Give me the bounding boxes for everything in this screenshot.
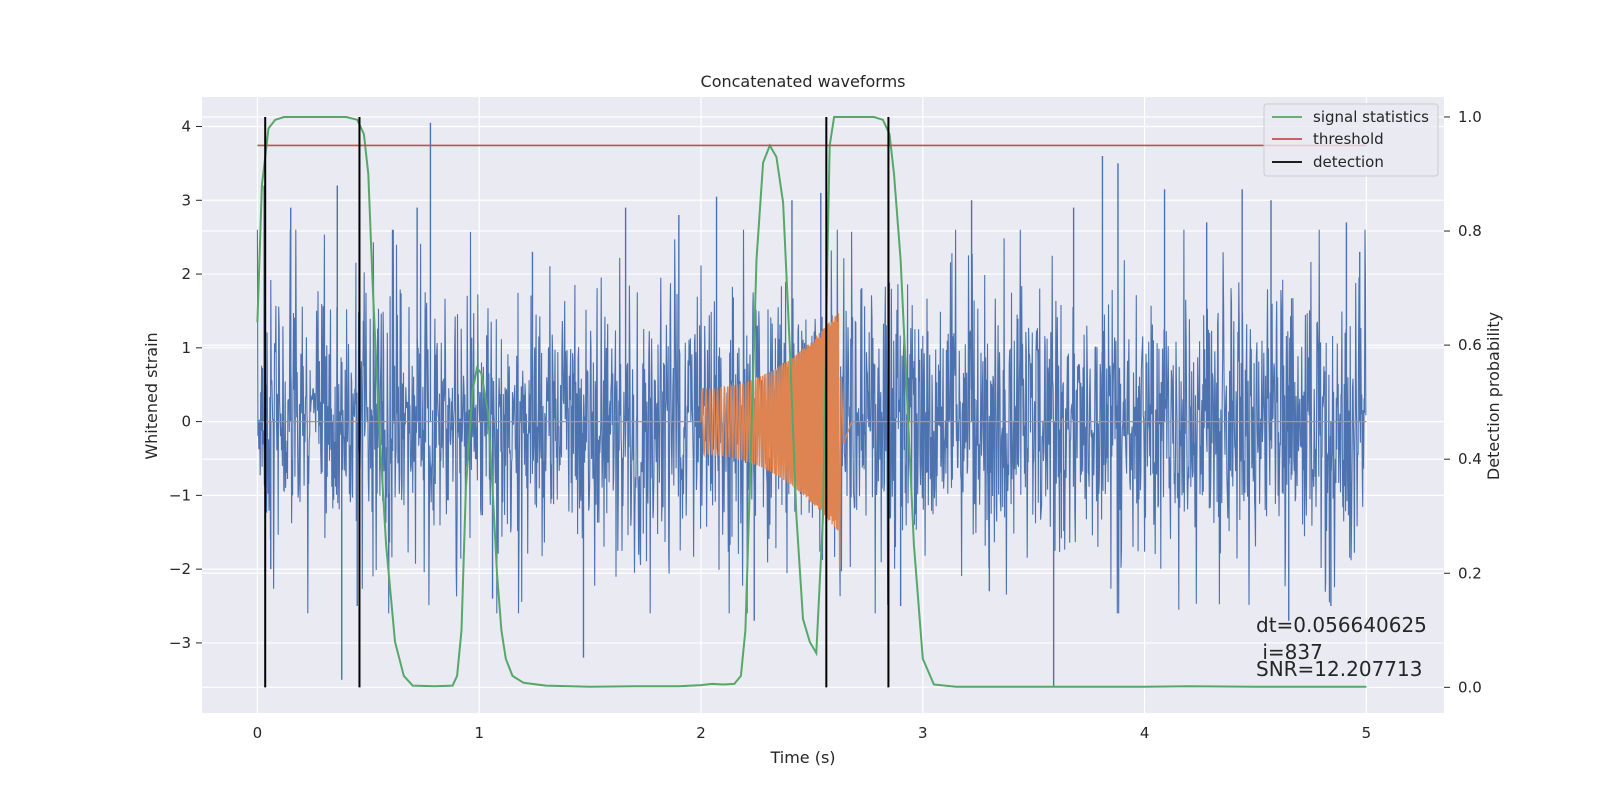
y-tick-label: −3 [169,634,191,652]
x-tick-label: 2 [696,724,706,742]
legend-label-threshold: threshold [1313,130,1384,148]
y-tick-label: 4 [181,118,191,136]
x-tick-label: 3 [918,724,928,742]
data-layer [256,116,1367,688]
annotations: dt=0.056640625 i=837 SNR=12.207713 [1256,613,1427,681]
legend: signal statistics threshold detection [1263,103,1439,177]
annotation-snr: SNR=12.207713 [1256,657,1422,681]
y-tick-label: −1 [169,486,191,504]
y2-tick-label: 0.6 [1458,336,1482,354]
x-tick-label: 0 [253,724,263,742]
ticks: 0 1 2 3 4 5 −3 −2 −1 0 1 2 3 4 0.0 0.2 0.4 0.6 0.8 1.0 [169,108,1482,742]
y2-tick-label: 0.4 [1458,450,1482,468]
x-tick-label: 4 [1140,724,1150,742]
y2-tick-label: 0.0 [1458,678,1482,696]
y-tick-label: −2 [169,560,191,578]
x-axis-label: Time (s) [769,748,835,767]
y2-axis-label: Detection probability [1484,312,1503,480]
legend-box [1263,103,1439,177]
y-tick-label: 1 [181,339,191,357]
y2-tick-label: 0.8 [1458,222,1482,240]
annotation-index: i=837 [1256,640,1323,664]
x-tick-label: 1 [474,724,484,742]
x-tick-label: 5 [1362,724,1372,742]
legend-label-detection: detection [1313,153,1384,171]
chart-title: Concatenated waveforms [701,72,906,91]
injected-signal [257,313,1367,570]
y2-tick-label: 0.2 [1458,564,1482,582]
y-tick-label: 0 [181,413,191,431]
whitened-strain-noise [256,229,1367,614]
signal-statistics-line [256,116,1367,688]
y-tick-label: 3 [181,191,191,209]
y-axis-label: Whitened strain [142,332,161,459]
y-tick-label: 2 [181,265,191,283]
y2-tick-label: 1.0 [1458,108,1482,126]
annotation-dt: dt=0.056640625 [1256,613,1427,637]
legend-label-signal-statistics: signal statistics [1313,108,1429,126]
